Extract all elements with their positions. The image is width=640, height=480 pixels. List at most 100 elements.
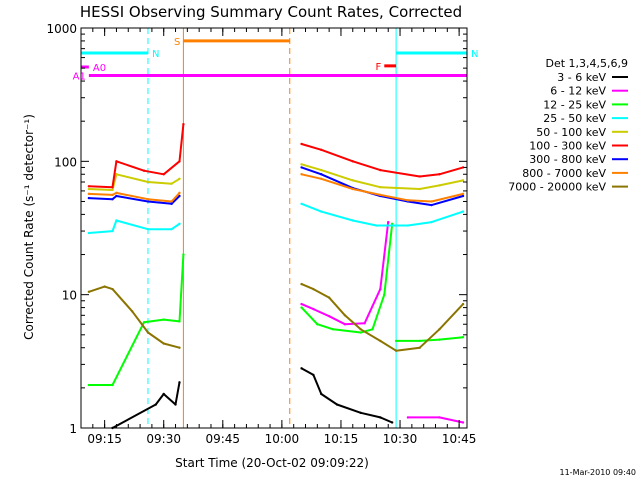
- point-2-0-5: [178, 320, 181, 323]
- point-2-1-6: [390, 222, 394, 226]
- point-8-1-0: [300, 282, 303, 286]
- point-0-1-2: [320, 392, 323, 396]
- point-5-1-0: [300, 142, 303, 146]
- chart-title: HESSI Observing Summary Count Rates, Cor…: [80, 3, 462, 21]
- point-2-2-3: [461, 335, 465, 339]
- point-4-0-0: [87, 187, 91, 191]
- point-7-0-4: [170, 200, 173, 203]
- flag-label-3: F: [376, 62, 382, 73]
- point-0-1-6: [390, 421, 394, 424]
- point-0-1-5: [379, 416, 382, 419]
- legend-label-3: 25 - 50 keV: [543, 112, 606, 125]
- point-5-0-6: [182, 122, 185, 126]
- series-5-segment-0: [88, 124, 185, 189]
- point-6-0-5: [178, 194, 181, 198]
- point-7-1-6: [461, 192, 465, 196]
- point-4-1-4: [418, 187, 421, 191]
- point-0-1-3: [335, 403, 339, 406]
- point-4-0-5: [178, 177, 181, 180]
- series-2-segment-0: [88, 254, 185, 386]
- point-7-1-5: [430, 200, 433, 203]
- point-5-1-4: [418, 175, 421, 178]
- point-7-0-1: [111, 193, 114, 197]
- point-0-1-4: [359, 411, 362, 415]
- point-6-0-2: [115, 194, 118, 198]
- point-2-1-5: [383, 293, 386, 296]
- point-3-1-0: [300, 202, 303, 206]
- series-8-segment-0: [88, 285, 180, 349]
- series-6-segment-0: [88, 195, 181, 205]
- legend-label-0: 3 - 6 keV: [557, 71, 606, 84]
- y-tick-label-2: 100: [54, 155, 77, 169]
- series-7-segment-0: [88, 191, 181, 203]
- point-7-1-2: [351, 187, 354, 191]
- series-2-segment-2: [396, 336, 464, 342]
- point-5-1-5: [438, 173, 441, 176]
- point-0-1-1: [312, 373, 315, 377]
- point-3-0-0: [87, 231, 91, 235]
- point-3-1-6: [461, 210, 465, 213]
- x-tick-label-2: 09:45: [205, 432, 240, 446]
- point-3-0-2: [115, 219, 118, 222]
- series-1-segment-1: [407, 416, 464, 424]
- point-8-1-7: [418, 346, 421, 349]
- point-4-1-3: [379, 185, 382, 189]
- point-6-0-0: [87, 196, 91, 200]
- point-2-0-6: [182, 253, 185, 256]
- flag-label-5: A1: [73, 72, 86, 83]
- x-axis-label: Start Time (20-Oct-02 09:09:22): [175, 456, 369, 470]
- point-8-0-0: [87, 290, 91, 294]
- flag-label-1: N: [471, 49, 478, 60]
- y-tick-label-1: 10: [62, 289, 77, 303]
- point-3-0-4: [170, 227, 173, 231]
- point-1-0-6: [387, 220, 390, 224]
- point-8-1-1: [312, 287, 315, 291]
- point-2-0-2: [111, 383, 114, 387]
- y-axis-label: Corrected Count Rate (s⁻¹ detector⁻¹): [22, 114, 36, 340]
- point-2-2-2: [438, 338, 441, 341]
- y-tick-label-3: 1000: [46, 22, 77, 36]
- point-8-0-6: [178, 346, 181, 349]
- point-4-1-6: [461, 179, 465, 182]
- point-1-0-3: [343, 323, 347, 326]
- point-3-1-1: [320, 210, 323, 213]
- x-tick-label-1: 09:30: [146, 432, 181, 446]
- series-3-segment-1: [301, 202, 464, 227]
- point-3-0-3: [146, 227, 150, 231]
- point-6-0-4: [170, 202, 173, 206]
- point-0-1-0: [300, 367, 303, 370]
- point-5-0-2: [115, 160, 118, 163]
- point-0-0-2: [162, 392, 165, 396]
- point-4-1-0: [300, 163, 303, 166]
- point-2-1-3: [359, 331, 362, 334]
- point-6-0-1: [111, 197, 114, 201]
- point-2-2-0: [394, 339, 398, 343]
- point-2-0-3: [142, 321, 146, 324]
- y-tick-label-0: 1: [69, 422, 77, 436]
- point-1-1-2: [461, 421, 465, 424]
- point-5-1-1: [320, 148, 323, 152]
- point-7-1-4: [406, 199, 410, 202]
- point-8-0-5: [162, 342, 165, 345]
- x-tick-label-4: 10:15: [324, 432, 359, 446]
- point-8-0-1: [103, 285, 106, 288]
- point-1-0-5: [379, 287, 382, 291]
- x-tick-label-6: 10:45: [442, 432, 477, 446]
- point-2-2-1: [418, 339, 421, 343]
- x-tick-label-5: 10:30: [383, 432, 418, 446]
- point-3-1-5: [430, 220, 433, 224]
- series-1-segment-0: [301, 221, 390, 326]
- plot-frame: [80, 27, 468, 429]
- x-tick-label-0: 09:15: [87, 432, 122, 446]
- point-1-0-2: [327, 314, 331, 318]
- point-4-1-2: [351, 179, 354, 182]
- point-5-1-3: [379, 168, 382, 172]
- point-0-0-3: [174, 403, 177, 406]
- point-3-0-1: [111, 229, 114, 233]
- point-8-1-4: [359, 328, 362, 331]
- point-6-0-3: [146, 200, 150, 203]
- legend-label-4: 50 - 100 keV: [536, 126, 606, 139]
- point-3-0-5: [178, 222, 181, 226]
- point-2-0-1: [107, 383, 110, 387]
